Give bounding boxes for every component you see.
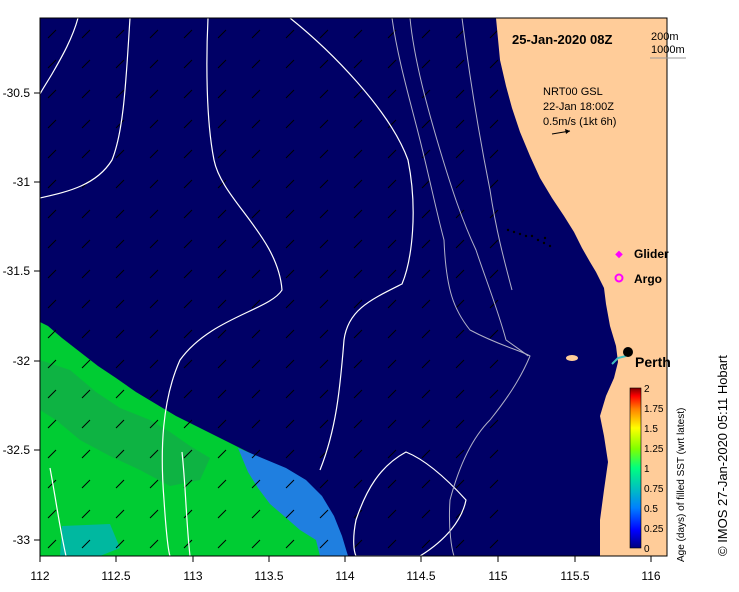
depth-legend-200m: 200m xyxy=(651,31,679,43)
island xyxy=(566,355,578,361)
y-tick-label: -30.5 xyxy=(3,86,31,100)
current-arrows xyxy=(40,18,500,556)
x-tick-label: 113 xyxy=(183,569,202,583)
x-tick-label: 114 xyxy=(335,569,354,583)
x-tick-label: 115 xyxy=(488,569,507,583)
y-tick-labels: -30.5 -31 -31.5 -32 -32.5 -33 xyxy=(3,86,31,547)
river-estuary xyxy=(611,355,627,365)
colorbar-tick: 1.75 xyxy=(644,404,664,415)
perth-label: Perth xyxy=(635,354,671,370)
map-title: 25-Jan-2020 08Z xyxy=(512,32,613,47)
colorbar-gradient xyxy=(629,387,642,549)
argo-circle-icon xyxy=(614,273,624,283)
argo-legend-label: Argo xyxy=(634,272,662,286)
x-tick-label: 114.5 xyxy=(406,569,435,583)
current-time-label: 22-Jan 18:00Z xyxy=(543,101,614,113)
colorbar-tick: 0.25 xyxy=(644,524,664,535)
x-tick-label: 115.5 xyxy=(560,569,589,583)
imos-credit: © IMOS 27-Jan-2020 05:11 Hobart xyxy=(715,355,730,556)
y-tick-label: -32.5 xyxy=(3,443,31,457)
x-tick-label: 112 xyxy=(30,569,49,583)
depth-legend-1000m: 1000m xyxy=(651,44,685,56)
x-tick-label: 116 xyxy=(641,569,660,583)
perth-marker[interactable] xyxy=(623,347,633,357)
plot-area xyxy=(40,18,667,556)
glider-legend-label: Glider xyxy=(634,247,669,261)
y-tick-label: -31.5 xyxy=(3,264,31,278)
colorbar-tick: 2 xyxy=(644,384,650,395)
current-scale-label: 0.5m/s (1kt 6h) xyxy=(543,116,616,128)
depth-legend: 200m 1000m xyxy=(650,31,686,59)
plot-frame xyxy=(39,17,668,557)
colorbar-tick: 1 xyxy=(644,464,650,475)
x-ticks xyxy=(39,556,652,562)
y-ticks xyxy=(34,92,40,541)
y-tick-label: -32 xyxy=(13,354,31,368)
colorbar-tick: 1.25 xyxy=(644,444,664,455)
current-product-label: NRT00 GSL xyxy=(543,86,603,98)
sst-contours xyxy=(40,18,467,556)
x-tick-label: 112.5 xyxy=(101,569,130,583)
x-tick-labels: 112 112.5 113 113.5 114 114.5 115 115.5 … xyxy=(30,569,660,583)
glider-track xyxy=(506,228,552,248)
colorbar-title: Age (days) of filled SST (wrt latest) xyxy=(676,408,687,562)
glider-diamond-icon: ◆ xyxy=(615,249,623,260)
sst-age-colorbar: 2 1.75 1.5 1.25 1 0.75 0.5 0.25 0 Age (d… xyxy=(629,384,687,562)
scale-arrowhead-icon xyxy=(565,129,570,134)
bathymetry-lines xyxy=(391,18,531,556)
colorbar-tick: 1.5 xyxy=(644,424,658,435)
colorbar-tick: 0 xyxy=(644,544,650,555)
current-info: NRT00 GSL 22-Jan 18:00Z 0.5m/s (1kt 6h) xyxy=(543,86,616,135)
x-tick-label: 113.5 xyxy=(254,569,283,583)
symbol-legend: ◆ Glider Argo xyxy=(614,247,669,286)
y-tick-label: -31 xyxy=(13,175,31,189)
land-area xyxy=(496,18,667,556)
y-tick-label: -33 xyxy=(13,533,31,547)
colorbar-tick: 0.75 xyxy=(644,484,664,495)
colorbar-tick: 0.5 xyxy=(644,504,658,515)
